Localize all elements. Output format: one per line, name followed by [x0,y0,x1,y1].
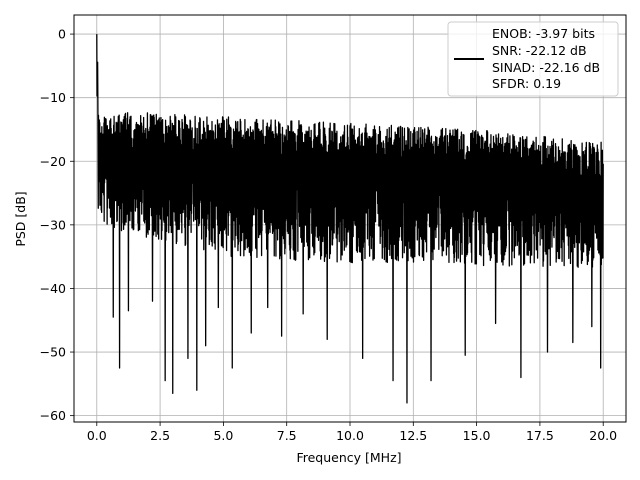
x-axis-ticks: 0.0 2.5 5.0 7.5 10.0 12.5 15.0 17.5 20.0 [87,422,617,443]
y-tick-label: −60 [40,408,66,423]
legend-box [447,21,619,97]
legend-entry-sinad: SINAD: -22.16 dB [492,60,600,75]
psd-line [96,34,604,404]
x-tick-label: 10.0 [336,428,364,443]
x-axis-title: Frequency [MHz] [296,450,401,465]
x-tick-label: 15.0 [463,428,491,443]
x-tick-label: 2.5 [150,428,170,443]
y-tick-label: 0 [58,27,66,42]
x-tick-label: 12.5 [399,428,427,443]
legend: ENOB: -3.97 bits SNR: -22.12 dB SINAD: -… [447,21,619,97]
x-tick-label: 0.0 [87,428,107,443]
psd-series [96,34,604,404]
x-tick-label: 17.5 [526,428,554,443]
legend-entry-sfdr: SFDR: 0.19 [492,76,561,91]
y-axis-ticks: 0 −10 −20 −30 −40 −50 −60 [40,27,74,423]
y-tick-label: −20 [40,154,66,169]
x-tick-label: 5.0 [213,428,233,443]
x-tick-label: 20.0 [589,428,617,443]
y-axis-title: PSD [dB] [13,191,28,246]
plot-frame [73,14,627,423]
legend-entry-snr: SNR: -22.12 dB [492,43,587,58]
y-tick-label: −10 [40,90,66,105]
y-tick-label: −40 [40,281,66,296]
y-tick-label: −50 [40,345,66,360]
x-tick-label: 7.5 [277,428,297,443]
y-tick-label: −30 [40,217,66,232]
legend-entry-enob: ENOB: -3.97 bits [492,26,595,41]
